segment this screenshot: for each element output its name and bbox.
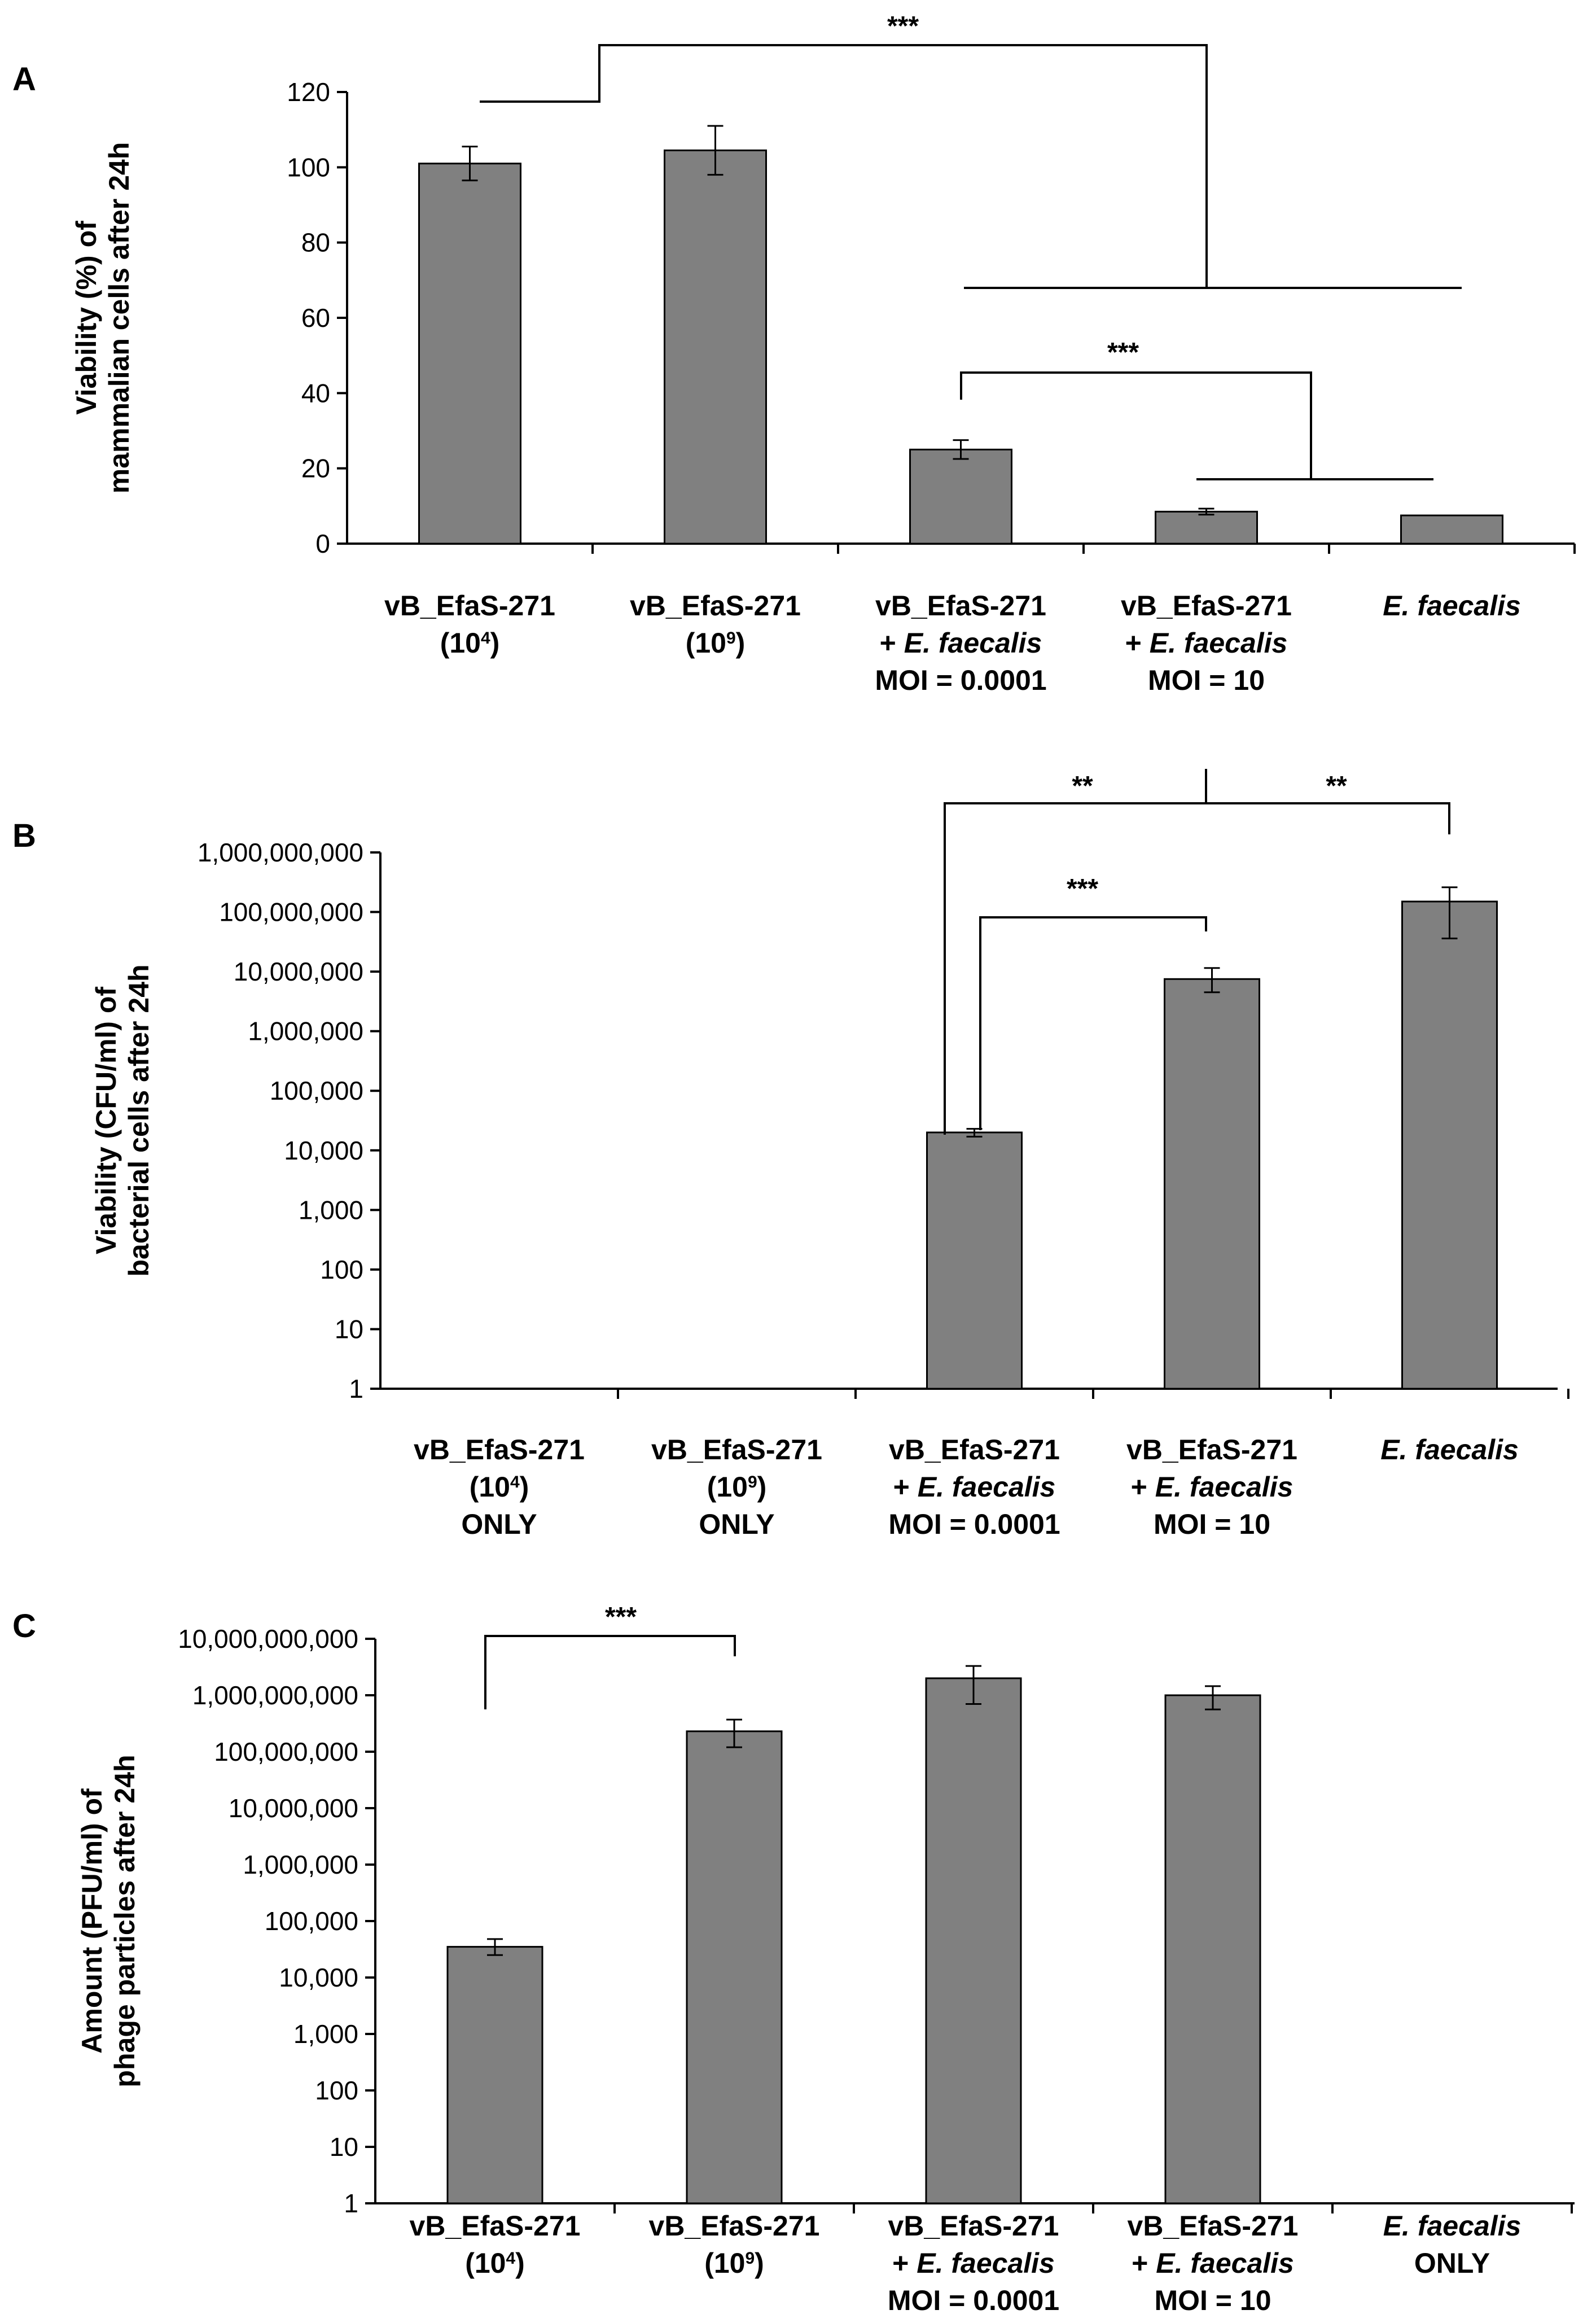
y-tick-label: 10 [330, 2132, 358, 2162]
bar [664, 149, 767, 545]
bar [909, 448, 1012, 545]
x-category-label: vB_EfaS-271 [875, 590, 1046, 622]
significance-bracket [979, 916, 1207, 1130]
x-category-label: (109) [686, 627, 746, 659]
bar [446, 1946, 543, 2204]
bar [1164, 1694, 1261, 2204]
x-category-label: vB_EfaS-271 [414, 1434, 585, 1465]
y-tick-label: 20 [301, 454, 330, 483]
x-category-label: (104) [440, 627, 500, 659]
x-category-label: vB_EfaS-271 [888, 2210, 1059, 2242]
panel-b-chart: B 1 10 100 1,000 10,000 100,000 1,000,000 10,000… [12, 769, 1569, 1540]
significance-bracket [944, 802, 1450, 1135]
y-tick-label: 40 [301, 378, 330, 408]
x-category-label: vB_EfaS-271 [649, 2210, 820, 2242]
significance-label: *** [1067, 874, 1098, 904]
y-tick-label: 60 [301, 303, 330, 333]
panel-label: B [12, 817, 36, 854]
bar [1155, 510, 1258, 545]
x-category-label: vB_EfaS-271 [630, 590, 801, 622]
x-category-label: MOI = 10 [1148, 664, 1265, 696]
y-tick-label: 80 [301, 228, 330, 257]
significance-bracket [960, 371, 1312, 479]
x-category-label: + E. faecalis [1132, 2247, 1294, 2279]
x-category-label: ONLY [1414, 2247, 1490, 2279]
x-category-label: vB_EfaS-271 [1128, 2210, 1299, 2242]
panel-label: A [12, 61, 36, 98]
y-axis-label: mammalian cells after 24h [103, 142, 135, 494]
y-tick-label: 1,000,000 [243, 1850, 358, 1879]
x-category-label: (104) [470, 1471, 529, 1503]
panel-label: C [12, 1608, 36, 1644]
bar [418, 163, 521, 545]
x-category-label: (104) [465, 2247, 525, 2279]
panel-c-chart: C 1 10 100 1,000 10,000 100,000 1,000,000 10,000… [12, 1602, 1575, 2316]
y-tick-label: 10,000,000 [234, 957, 363, 986]
y-tick-label: 1,000,000,000 [192, 1681, 358, 1710]
y-tick-label: 10 [335, 1314, 363, 1344]
significance-label: *** [887, 11, 919, 41]
significance-label: ** [1072, 771, 1093, 801]
y-tick-label: 1,000 [293, 2019, 358, 2049]
x-category-label: vB_EfaS-271 [1126, 1434, 1297, 1465]
y-tick-label: 1,000,000,000 [198, 838, 363, 867]
bar [686, 1730, 783, 2204]
x-category-label: vB_EfaS-271 [651, 1434, 822, 1465]
y-tick-label: 100,000 [270, 1076, 363, 1105]
x-category-label: vB_EfaS-271 [889, 1434, 1060, 1465]
y-tick-label: 0 [315, 529, 330, 558]
x-category-label: + E. faecalis [1125, 627, 1288, 659]
y-tick-label: 10,000,000 [229, 1793, 358, 1823]
y-tick-label: 120 [287, 77, 330, 107]
y-tick-label: 1,000,000 [248, 1017, 363, 1046]
y-tick-label: 100 [320, 1255, 363, 1284]
y-tick-label: 100,000,000 [214, 1737, 358, 1766]
y-tick-label: 1 [349, 1374, 363, 1403]
significance-label: *** [605, 1602, 637, 1632]
x-category-label: MOI = 0.0001 [875, 664, 1046, 696]
x-category-label: E. faecalis [1380, 1434, 1519, 1465]
x-category-label: + E. faecalis [892, 2247, 1055, 2279]
y-tick-label: 100,000 [265, 1906, 358, 1936]
x-category-label: (109) [707, 1471, 767, 1503]
x-category-label: vB_EfaS-271 [410, 2210, 581, 2242]
significance-bracket [480, 44, 1208, 288]
x-category-label: ONLY [699, 1508, 774, 1540]
y-axis-label: phage particles after 24h [109, 1755, 141, 2087]
significance-label: *** [1107, 338, 1139, 368]
x-category-label: MOI = 0.0001 [888, 2285, 1059, 2316]
y-tick-label: 1,000 [299, 1195, 363, 1224]
y-tick-label: 100 [287, 152, 330, 182]
x-category-label: MOI = 0.0001 [888, 1508, 1060, 1540]
y-tick-label: 10,000,000,000 [178, 1624, 358, 1653]
bar [1164, 978, 1260, 1390]
bar [926, 1131, 1023, 1390]
bar [1401, 900, 1498, 1390]
x-category-label: ONLY [461, 1508, 537, 1540]
x-category-label: vB_EfaS-271 [1121, 590, 1292, 622]
y-axis-label: Viability (%) of [71, 221, 102, 415]
x-category-label: + E. faecalis [893, 1471, 1056, 1503]
y-tick-label: 1 [344, 2189, 358, 2218]
panel-a-chart: A 0 20 40 60 80 100 120 Viability (%) of mammalia… [12, 11, 1576, 696]
y-tick-label: 10,000 [279, 1963, 358, 1992]
y-tick-label: 10,000 [284, 1136, 363, 1165]
significance-bracket [484, 1635, 736, 1709]
bar [1400, 514, 1503, 545]
x-category-label: + E. faecalis [1131, 1471, 1294, 1503]
x-category-label: MOI = 10 [1154, 2285, 1271, 2316]
y-tick-label: 100,000,000 [219, 898, 363, 927]
y-axis-label: Amount (PFU/ml) of [76, 1788, 108, 2054]
x-category-label: vB_EfaS-271 [384, 590, 555, 622]
x-category-label: E. faecalis [1383, 2210, 1522, 2242]
y-axis-label: Viability (CFU/ml) of [90, 987, 122, 1254]
x-category-label: + E. faecalis [880, 627, 1042, 659]
y-axis-label: bacterial cells after 24h [123, 964, 155, 1276]
x-category-label: E. faecalis [1383, 590, 1521, 622]
significance-label: ** [1326, 771, 1347, 801]
y-tick-label: 100 [315, 2076, 358, 2105]
x-category-label: (109) [704, 2247, 764, 2279]
bar [925, 1677, 1022, 2204]
x-category-label: MOI = 10 [1154, 1508, 1270, 1540]
